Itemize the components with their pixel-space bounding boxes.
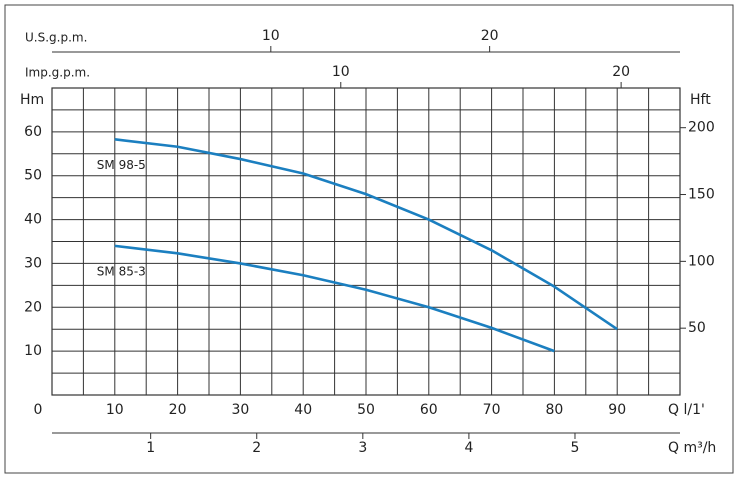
- axis-tick-label: 10: [332, 64, 350, 80]
- curve: [114, 244, 555, 353]
- axis-tick-label: 3: [358, 440, 367, 456]
- x-tick-label: 80: [545, 402, 563, 418]
- axis-tick-label: 4: [464, 440, 473, 456]
- y-tick-label: 60: [24, 124, 42, 140]
- axis-tick-label: 2: [252, 440, 261, 456]
- x-tick-label: 60: [420, 402, 438, 418]
- y-tick-label: 20: [24, 299, 42, 315]
- axis-tick-label: 1: [146, 440, 155, 456]
- bottom-axis-label: Q m³/h: [668, 440, 716, 456]
- x-tick-label: 0: [34, 402, 43, 418]
- frame: [4, 4, 734, 474]
- y-tick-label: 50: [24, 168, 42, 184]
- axis-tick-label: 5: [571, 440, 580, 456]
- y2-axis-label: Hft: [690, 92, 711, 108]
- x-tick-label: 90: [608, 402, 626, 418]
- x-tick-label: 20: [169, 402, 187, 418]
- curve: [114, 138, 618, 331]
- series-label: SM 85-3: [97, 264, 146, 278]
- x-tick-label: 70: [483, 402, 501, 418]
- axis-tick-label: 20: [612, 64, 630, 80]
- y-axis-label: Hm: [20, 92, 44, 108]
- x-tick-label: 30: [231, 402, 249, 418]
- y-tick-label: 30: [24, 255, 42, 271]
- series-label: SM 98-5: [97, 158, 146, 172]
- y2-tick-label: 50: [688, 320, 706, 336]
- y2-tick-label: 150: [688, 187, 715, 203]
- y2-tick-label: 200: [688, 120, 715, 136]
- x-tick-label: 50: [357, 402, 375, 418]
- axis-tick-label: 20: [481, 28, 499, 44]
- axis-tick-label: 10: [262, 28, 280, 44]
- top-axis-label: U.S.g.p.m.: [25, 31, 87, 45]
- x-tick-label: 40: [294, 402, 312, 418]
- y-tick-label: 40: [24, 212, 42, 228]
- x-axis-label: Q l/1': [668, 402, 705, 418]
- top-axis-label: Imp.g.p.m.: [25, 66, 90, 80]
- y2-tick-label: 100: [688, 253, 715, 269]
- x-tick-label: 10: [106, 402, 124, 418]
- y-tick-label: 10: [24, 343, 42, 359]
